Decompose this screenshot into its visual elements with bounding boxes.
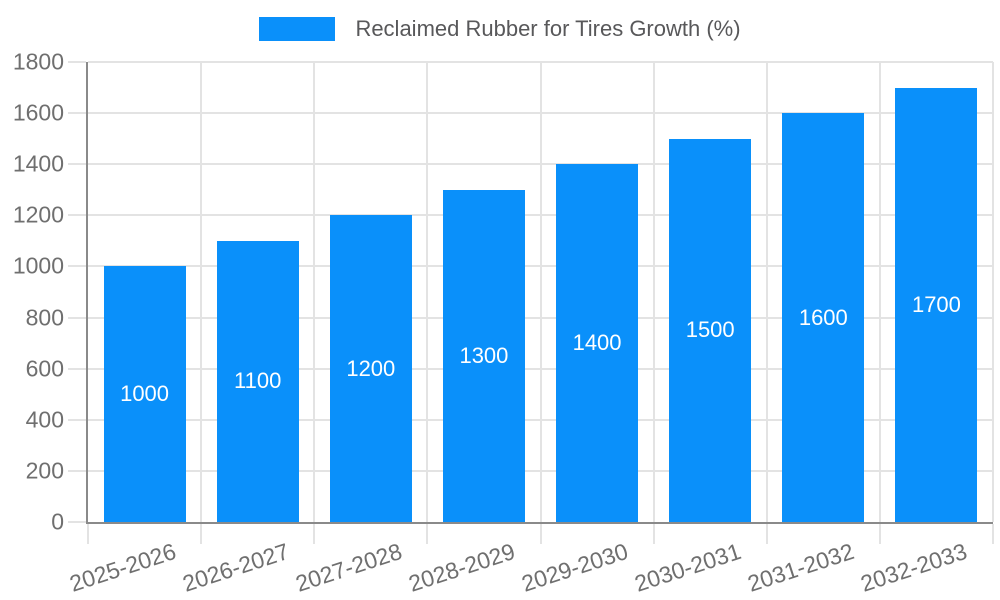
y-tick bbox=[68, 265, 86, 268]
y-tick bbox=[68, 521, 86, 523]
bar[interactable]: 1600 bbox=[782, 113, 865, 522]
x-tick bbox=[87, 524, 89, 544]
y-tick-label: 1800 bbox=[12, 48, 64, 75]
y-tick bbox=[68, 367, 86, 370]
x-tick-label: 2025-2026 bbox=[65, 538, 179, 597]
bar-value-label: 1500 bbox=[685, 317, 735, 343]
x-tick-label: 2030-2031 bbox=[631, 538, 745, 597]
bar[interactable]: 1700 bbox=[895, 87, 978, 522]
x-gridline bbox=[200, 62, 203, 522]
y-tick-label: 800 bbox=[25, 304, 64, 331]
x-tick bbox=[765, 524, 768, 544]
y-tick-label: 0 bbox=[51, 508, 64, 535]
y-tick bbox=[68, 316, 86, 319]
x-tick-label: 2028-2029 bbox=[405, 538, 518, 597]
x-tick-label: 2026-2027 bbox=[179, 538, 292, 597]
bar-value-label: 1300 bbox=[459, 342, 509, 368]
x-tick-label: 2031-2032 bbox=[744, 538, 858, 597]
bar-value-label: 1700 bbox=[911, 291, 961, 317]
bar[interactable]: 1000 bbox=[103, 266, 186, 522]
bar-value-label: 1600 bbox=[798, 304, 848, 330]
x-gridline bbox=[765, 62, 768, 522]
y-tick-label: 400 bbox=[25, 406, 64, 433]
bar-value-label: 1000 bbox=[120, 381, 170, 407]
bar[interactable]: 1500 bbox=[669, 138, 752, 522]
x-tick bbox=[992, 524, 994, 544]
bar-value-label: 1100 bbox=[234, 368, 282, 394]
legend-label: Reclaimed Rubber for Tires Growth (%) bbox=[355, 16, 741, 41]
y-tick-label: 600 bbox=[25, 355, 64, 382]
y-tick-label: 1000 bbox=[12, 252, 64, 279]
y-tick-label: 200 bbox=[25, 457, 64, 484]
bar[interactable]: 1100 bbox=[216, 240, 299, 522]
bar[interactable]: 1400 bbox=[556, 164, 639, 522]
y-tick bbox=[68, 418, 86, 421]
legend-swatch bbox=[259, 17, 336, 41]
y-tick bbox=[68, 61, 86, 63]
y-tick bbox=[68, 112, 86, 115]
x-gridline bbox=[539, 62, 542, 522]
x-tick-label: 2032-2033 bbox=[857, 538, 971, 597]
y-tick bbox=[68, 469, 86, 472]
x-tick-label: 2029-2030 bbox=[518, 538, 632, 597]
x-tick bbox=[878, 524, 881, 544]
bar-value-label: 1400 bbox=[572, 330, 622, 356]
bar[interactable]: 1200 bbox=[329, 215, 412, 522]
x-tick-label: 2027-2028 bbox=[292, 538, 405, 597]
x-gridline bbox=[878, 62, 881, 522]
x-gridline bbox=[992, 62, 994, 522]
x-tick bbox=[426, 524, 429, 544]
y-tick bbox=[68, 163, 86, 166]
y-tick bbox=[68, 214, 86, 217]
x-gridline bbox=[426, 62, 429, 522]
plot-area: 1000 1100 1200 1300 1400 1500 1600 1700 0 200 400… bbox=[13, 49, 994, 597]
y-tick-label: 1200 bbox=[12, 201, 64, 228]
y-tick-label: 1400 bbox=[12, 150, 64, 177]
x-tick bbox=[313, 524, 316, 544]
x-tick bbox=[200, 524, 203, 544]
x-tick bbox=[652, 524, 655, 544]
legend[interactable]: Reclaimed Rubber for Tires Growth (%) bbox=[0, 16, 1000, 42]
x-axis-line bbox=[86, 522, 993, 524]
x-gridline bbox=[313, 62, 316, 522]
bar-value-label: 1200 bbox=[346, 355, 396, 381]
bar[interactable]: 1300 bbox=[442, 189, 525, 522]
x-gridline bbox=[652, 62, 655, 522]
x-tick bbox=[539, 524, 542, 544]
y-tick-label: 1600 bbox=[12, 99, 64, 126]
y-axis-line bbox=[86, 62, 88, 524]
